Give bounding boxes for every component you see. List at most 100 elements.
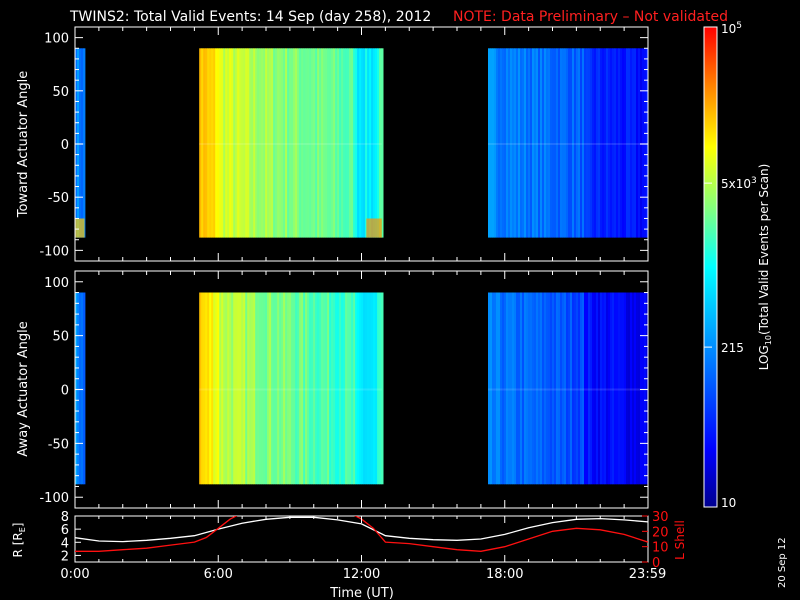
heatmap-column <box>329 48 332 238</box>
heatmap-column <box>373 48 376 238</box>
hot-edge <box>75 218 85 238</box>
ytick-label: 0 <box>61 138 69 153</box>
heatmap-column <box>542 48 545 238</box>
time-tick-label: 12:00 <box>343 567 380 582</box>
heatmap-column <box>636 48 639 238</box>
heatmap-column <box>327 292 330 485</box>
heatmap-column <box>506 48 509 238</box>
colorbar: 10 215 5x103 105 LOG10(Total Valid Events p… <box>703 21 773 510</box>
heatmap-column <box>526 48 529 238</box>
heatmap-column <box>562 48 565 238</box>
heatmap-column <box>606 292 609 485</box>
heatmap-column <box>285 292 288 485</box>
ytick-label: -50 <box>48 191 69 206</box>
heatmap-column <box>566 292 569 485</box>
heatmap-column <box>211 48 214 238</box>
heatmap-column <box>349 292 352 485</box>
heatmap-column <box>618 292 621 485</box>
heatmap-column <box>544 48 547 238</box>
ytick-label: 0 <box>61 384 69 399</box>
heatmap-column <box>634 48 637 238</box>
orbit-ytick-label: 8 <box>61 510 69 525</box>
heatmap-column <box>229 292 232 485</box>
heatmap-column <box>265 292 268 485</box>
heatmap-column <box>203 48 206 238</box>
heatmap-column <box>490 292 493 485</box>
colorbar-tick-label: 5x103 <box>721 176 757 191</box>
preliminary-note: NOTE: Data Preliminary – Not validated <box>453 9 728 25</box>
heatmap-column <box>604 48 607 238</box>
heatmap-column <box>578 48 581 238</box>
heatmap-column <box>363 292 366 485</box>
heatmap-column <box>584 48 587 238</box>
heatmap-column <box>357 292 360 485</box>
heatmap-column <box>638 292 641 485</box>
heatmap-column <box>618 48 621 238</box>
heatmap-column <box>293 48 296 238</box>
heatmap-column <box>624 48 627 238</box>
heatmap-column <box>305 292 308 485</box>
heatmap-column <box>598 292 601 485</box>
heatmap-column <box>257 48 260 238</box>
heatmap-column <box>249 48 252 238</box>
heatmap-column <box>373 292 376 485</box>
heatmap-column <box>518 48 521 238</box>
heatmap-column <box>367 292 370 485</box>
heatmap-column <box>518 292 521 485</box>
heatmap-column <box>371 292 374 485</box>
heatmap-column <box>321 292 324 485</box>
heatmap-column <box>75 48 78 238</box>
heatmap-column <box>317 292 320 485</box>
heatmap-column <box>620 292 623 485</box>
ytick-label: -100 <box>39 491 69 506</box>
heatmap-column <box>77 48 80 238</box>
heatmap-column <box>273 292 276 485</box>
heatmap-column <box>500 292 503 485</box>
heatmap-column <box>590 48 593 238</box>
heatmap-column <box>594 292 597 485</box>
heatmap-column <box>263 292 266 485</box>
zero-angle-streak <box>199 388 382 391</box>
heatmap-column <box>598 48 601 238</box>
heatmap-column <box>377 48 380 238</box>
heatmap-column <box>315 48 318 238</box>
heatmap-column <box>75 292 78 485</box>
zero-angle-streak <box>488 143 648 145</box>
heatmap-column <box>576 48 579 238</box>
time-axis-label: Time (UT) <box>329 586 394 600</box>
heatmap-column <box>546 292 549 485</box>
heatmap-column <box>560 48 563 238</box>
heatmap-column <box>574 292 577 485</box>
colorbar-label: LOG10(Total Valid Events per Scan) <box>757 164 773 371</box>
heatmap-column <box>568 48 571 238</box>
heatmap-column <box>626 292 629 485</box>
heatmap-column <box>512 292 515 485</box>
heatmap-column <box>231 48 234 238</box>
heatmap-column <box>249 292 252 485</box>
heatmap-column <box>323 292 326 485</box>
heatmap-column <box>520 292 523 485</box>
heatmap-column <box>313 292 316 485</box>
heatmap-column <box>628 292 631 485</box>
heatmap-column <box>359 48 362 238</box>
heatmap-column <box>261 48 264 238</box>
heatmap-column <box>293 292 296 485</box>
heatmap-column <box>520 48 523 238</box>
heatmap-column <box>602 48 605 238</box>
heatmap-column <box>221 292 224 485</box>
heatmap-column <box>622 292 625 485</box>
heatmap-column <box>594 48 597 238</box>
heatmap-column <box>572 48 575 238</box>
heatmap-column <box>375 292 378 485</box>
heatmap-column <box>508 292 511 485</box>
away-ylabel: Away Actuator Angle <box>16 321 31 456</box>
heatmap-column <box>377 292 380 485</box>
heatmap-column <box>319 292 322 485</box>
heatmap-column <box>361 292 364 485</box>
heatmap-column <box>534 292 537 485</box>
heatmap-column <box>353 292 356 485</box>
plot-title: TWINS2: Total Valid Events: 14 Sep (day … <box>69 9 431 25</box>
heatmap-column <box>570 48 573 238</box>
orbit-ylabel-right: L Shell <box>673 520 687 560</box>
heatmap-column <box>546 48 549 238</box>
